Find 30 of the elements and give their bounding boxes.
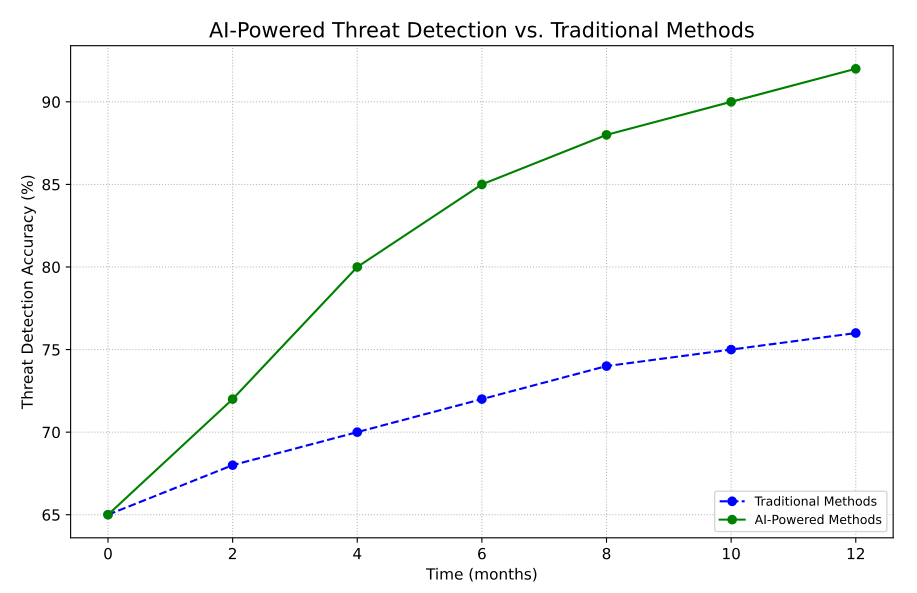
x-tick-label: 0 bbox=[104, 548, 112, 560]
y-tick-label: 90 bbox=[42, 96, 60, 108]
y-tick-label: 75 bbox=[42, 344, 60, 356]
y-tick-label: 85 bbox=[42, 178, 60, 190]
point bbox=[726, 344, 736, 354]
legend-label: Traditional Methods bbox=[754, 496, 876, 506]
x-tick-label: 4 bbox=[353, 548, 362, 560]
x-tick-label: 6 bbox=[478, 548, 486, 560]
chart-title: AI-Powered Threat Detection vs. Traditional Methods bbox=[209, 22, 754, 38]
point bbox=[352, 262, 362, 272]
point bbox=[726, 96, 736, 107]
y-tick-label: 70 bbox=[42, 426, 60, 438]
point bbox=[477, 180, 487, 190]
y-tick-label: 80 bbox=[42, 261, 60, 274]
point bbox=[850, 328, 861, 338]
point bbox=[228, 460, 238, 470]
x-tick-label: 8 bbox=[602, 548, 610, 560]
x-axis-title: Time (months) bbox=[426, 568, 536, 582]
point bbox=[352, 427, 362, 438]
point bbox=[477, 394, 487, 404]
point bbox=[602, 130, 612, 140]
point bbox=[602, 361, 612, 371]
point bbox=[850, 64, 861, 74]
x-tick-label: 12 bbox=[848, 548, 864, 560]
x-tick-label: 10 bbox=[723, 548, 740, 560]
legend-label: AI-Powered Methods bbox=[754, 514, 882, 524]
y-axis-title: Threat Detection Accuracy (%) bbox=[21, 176, 36, 410]
point bbox=[228, 394, 238, 404]
y-tick-label: 65 bbox=[42, 509, 60, 521]
x-tick-label: 2 bbox=[228, 548, 236, 560]
